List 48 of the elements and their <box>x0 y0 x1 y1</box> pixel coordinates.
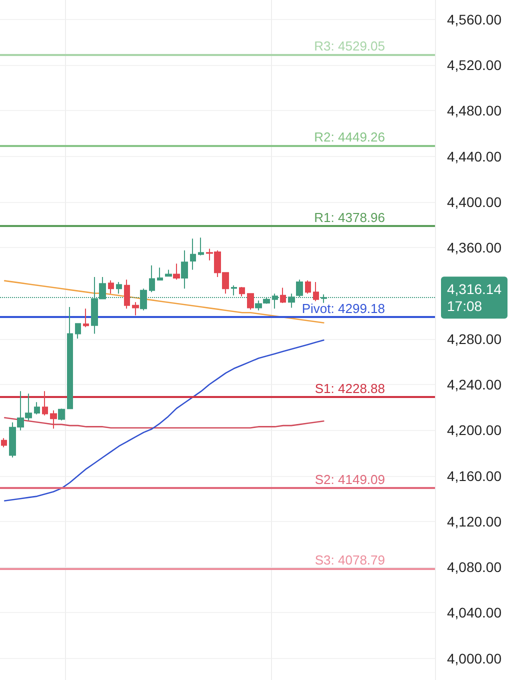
line-series <box>3 416 325 428</box>
y-tick-label: 4,040.00 <box>447 604 502 621</box>
candlestick <box>198 237 204 256</box>
candlestick <box>116 282 122 294</box>
ref-line-label: R1: 4378.96 <box>314 210 385 225</box>
y-tick-label: 4,360.00 <box>447 240 502 256</box>
candlestick <box>67 306 73 410</box>
candlestick <box>190 238 196 270</box>
candlestick <box>181 250 188 290</box>
candlestick <box>50 410 57 430</box>
candlestick <box>313 282 319 302</box>
candlestick <box>83 308 89 328</box>
candlestick <box>108 280 114 294</box>
y-tick-label: 4,280.00 <box>447 330 502 347</box>
candlestick <box>165 269 172 277</box>
y-tick-label: 4,200.00 <box>447 422 502 438</box>
ref-line-label: R2: 4449.26 <box>314 130 385 145</box>
y-tick-label: 4,160.00 <box>447 468 502 484</box>
candlestick <box>247 293 254 310</box>
y-tick-label: 4,560.00 <box>447 11 502 28</box>
candlestick <box>280 287 286 304</box>
ref-line-label: 4,316.14 17:08 <box>447 281 502 314</box>
candlestick <box>305 280 311 294</box>
y-tick-label: 4,440.00 <box>447 148 502 164</box>
y-tick-label: 4,480.00 <box>447 102 502 119</box>
ref-line-label: S3: 4078.79 <box>314 552 385 568</box>
y-tick-label: 4,240.00 <box>447 376 502 392</box>
ref-line-label: S2: 4149.09 <box>314 472 385 488</box>
candlestick <box>124 279 130 310</box>
y-tick-label: 4,400.00 <box>447 194 502 210</box>
y-tick-label: 4,120.00 <box>447 513 502 530</box>
candlestick <box>231 284 237 296</box>
candlestick <box>58 408 65 421</box>
candlestick <box>157 267 163 280</box>
y-tick-label: 4,000.00 <box>447 650 502 666</box>
y-tick-label: 4,520.00 <box>447 57 502 74</box>
candlestick <box>173 263 180 280</box>
candlestick <box>75 322 81 340</box>
candlestick <box>132 302 139 316</box>
ref-line-label: R3: 4529.05 <box>314 38 385 54</box>
y-tick-label: 4,080.00 <box>447 559 502 576</box>
candlestick <box>34 402 40 415</box>
ref-line-label: S1: 4228.88 <box>314 381 385 396</box>
candlestick <box>42 390 48 416</box>
ref-line-label: Pivot: 4299.18 <box>302 300 385 316</box>
candlestick <box>149 264 155 293</box>
candlestick <box>239 286 245 297</box>
candlestick <box>1 438 7 448</box>
